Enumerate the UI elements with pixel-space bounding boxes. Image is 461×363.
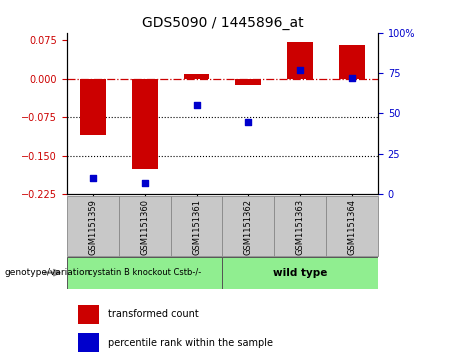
Bar (171, 196, 222, 256)
Bar (236, 79, 261, 85)
Point (89, 175, 96, 181)
Point (193, 102, 200, 108)
Text: cystatin B knockout Cstb-/-: cystatin B knockout Cstb-/- (88, 268, 201, 277)
Bar (339, 45, 365, 79)
Title: GDS5090 / 1445896_at: GDS5090 / 1445896_at (142, 16, 303, 30)
Text: percentile rank within the sample: percentile rank within the sample (108, 338, 273, 348)
Text: GSM1151360: GSM1151360 (140, 199, 149, 255)
Bar (78, 305, 99, 323)
Bar (222, 257, 378, 289)
Bar (80, 79, 106, 135)
Text: GSM1151361: GSM1151361 (192, 199, 201, 255)
Text: GSM1151363: GSM1151363 (296, 199, 305, 255)
Point (296, 67, 304, 73)
Bar (183, 74, 209, 79)
Point (141, 180, 148, 186)
Point (245, 119, 252, 125)
Text: GSM1151362: GSM1151362 (244, 199, 253, 255)
Text: GSM1151359: GSM1151359 (88, 199, 97, 255)
Bar (67, 196, 118, 256)
Bar (78, 334, 99, 352)
Text: wild type: wild type (273, 268, 327, 278)
Bar (132, 79, 158, 168)
Bar (287, 42, 313, 79)
Text: transformed count: transformed count (108, 309, 199, 319)
Bar (274, 196, 326, 256)
Text: GSM1151364: GSM1151364 (348, 199, 357, 255)
Bar (118, 196, 171, 256)
Bar (67, 257, 222, 289)
Bar (222, 196, 274, 256)
Bar (326, 196, 378, 256)
Text: genotype/variation: genotype/variation (5, 268, 91, 277)
Point (349, 75, 356, 81)
